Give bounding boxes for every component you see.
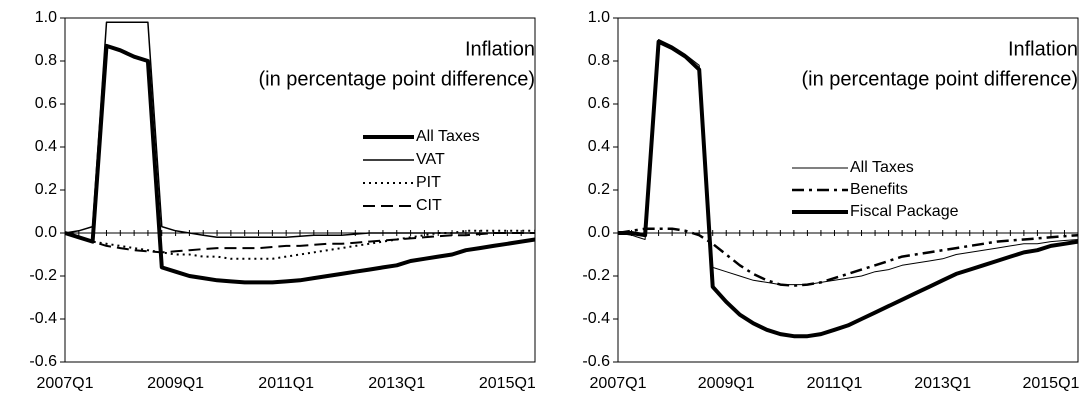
x-tick-label: 2013Q1 <box>914 375 971 392</box>
y-tick-label: -0.6 <box>29 353 57 370</box>
y-tick-label: 0.0 <box>35 224 57 241</box>
y-tick-label: -0.4 <box>29 310 57 327</box>
legend-label: CIT <box>416 197 442 214</box>
y-tick-label: 0.8 <box>588 52 610 69</box>
y-tick-label: 0.0 <box>588 224 610 241</box>
series-line <box>64 229 535 260</box>
x-tick-label: 2007Q1 <box>590 375 647 392</box>
y-tick-label: -0.6 <box>582 353 610 370</box>
y-tick-label: 1.0 <box>35 9 57 26</box>
x-tick-label: 2015Q1 <box>1022 375 1079 392</box>
x-tick-label: 2013Q1 <box>368 375 425 392</box>
annotation: (in percentage point difference) <box>802 68 1078 90</box>
y-tick-label: 0.6 <box>35 95 57 112</box>
x-tick-label: 2009Q1 <box>698 375 755 392</box>
annotation: Inflation <box>465 38 535 60</box>
y-tick-label: 0.6 <box>588 95 610 112</box>
legend-label: VAT <box>416 151 445 168</box>
y-tick-label: -0.2 <box>29 267 57 284</box>
x-tick-label: 2007Q1 <box>37 375 94 392</box>
x-tick-label: 2011Q1 <box>258 375 314 392</box>
series-line <box>64 232 535 254</box>
y-tick-label: 0.4 <box>588 138 610 155</box>
x-tick-label: 2009Q1 <box>147 375 204 392</box>
series-line <box>64 43 536 285</box>
series-line <box>618 39 1079 339</box>
series-line <box>617 227 1079 287</box>
chart: -0.6 -0.4 -0.2 0.0 0.2 0.4 0.6 0.8 1.0 2007Q1 2009… <box>582 9 1079 392</box>
y-tick-label: 0.2 <box>35 181 57 198</box>
y-tick-label: -0.2 <box>582 267 610 284</box>
legend-label: Benefits <box>850 181 908 198</box>
y-tick-label: -0.4 <box>582 310 610 327</box>
x-tick-label: 2011Q1 <box>807 375 863 392</box>
x-tick-label: 2015Q1 <box>479 375 536 392</box>
series-line <box>617 39 1079 286</box>
annotation: (in percentage point difference) <box>259 68 535 90</box>
y-tick-label: 1.0 <box>588 9 610 26</box>
y-tick-label: 0.2 <box>588 181 610 198</box>
y-tick-label: 0.8 <box>35 52 57 69</box>
chart: -0.6 -0.4 -0.2 0.0 0.2 0.4 0.6 0.8 1.0 2007Q1 2009… <box>29 9 536 392</box>
legend-label: All Taxes <box>416 128 480 145</box>
annotation: Inflation <box>1008 38 1078 60</box>
y-tick-label: 0.4 <box>35 138 57 155</box>
legend-label: All Taxes <box>850 159 914 176</box>
legend-label: Fiscal Package <box>850 203 959 220</box>
legend-label: PIT <box>416 174 441 191</box>
